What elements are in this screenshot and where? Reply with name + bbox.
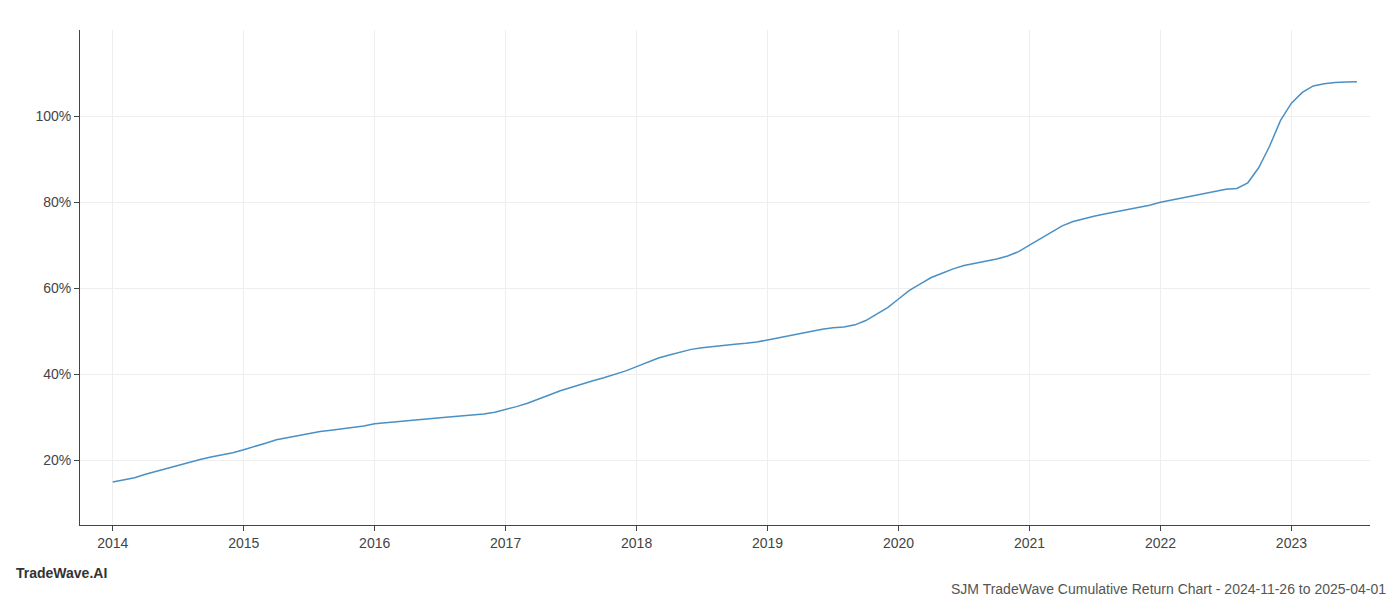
svg-text:TradeWave.AI: TradeWave.AI [16,565,107,581]
svg-text:2020: 2020 [883,535,914,551]
svg-text:2016: 2016 [359,535,390,551]
svg-text:2014: 2014 [97,535,128,551]
svg-text:40%: 40% [43,366,71,382]
svg-text:2022: 2022 [1145,535,1176,551]
svg-text:2017: 2017 [490,535,521,551]
svg-text:2018: 2018 [621,535,652,551]
svg-text:2023: 2023 [1276,535,1307,551]
svg-text:2015: 2015 [228,535,259,551]
svg-text:100%: 100% [35,108,71,124]
svg-text:80%: 80% [43,194,71,210]
svg-text:2021: 2021 [1014,535,1045,551]
svg-text:2019: 2019 [752,535,783,551]
svg-text:20%: 20% [43,452,71,468]
svg-text:SJM TradeWave Cumulative Retur: SJM TradeWave Cumulative Return Chart - … [951,581,1386,597]
svg-text:60%: 60% [43,280,71,296]
